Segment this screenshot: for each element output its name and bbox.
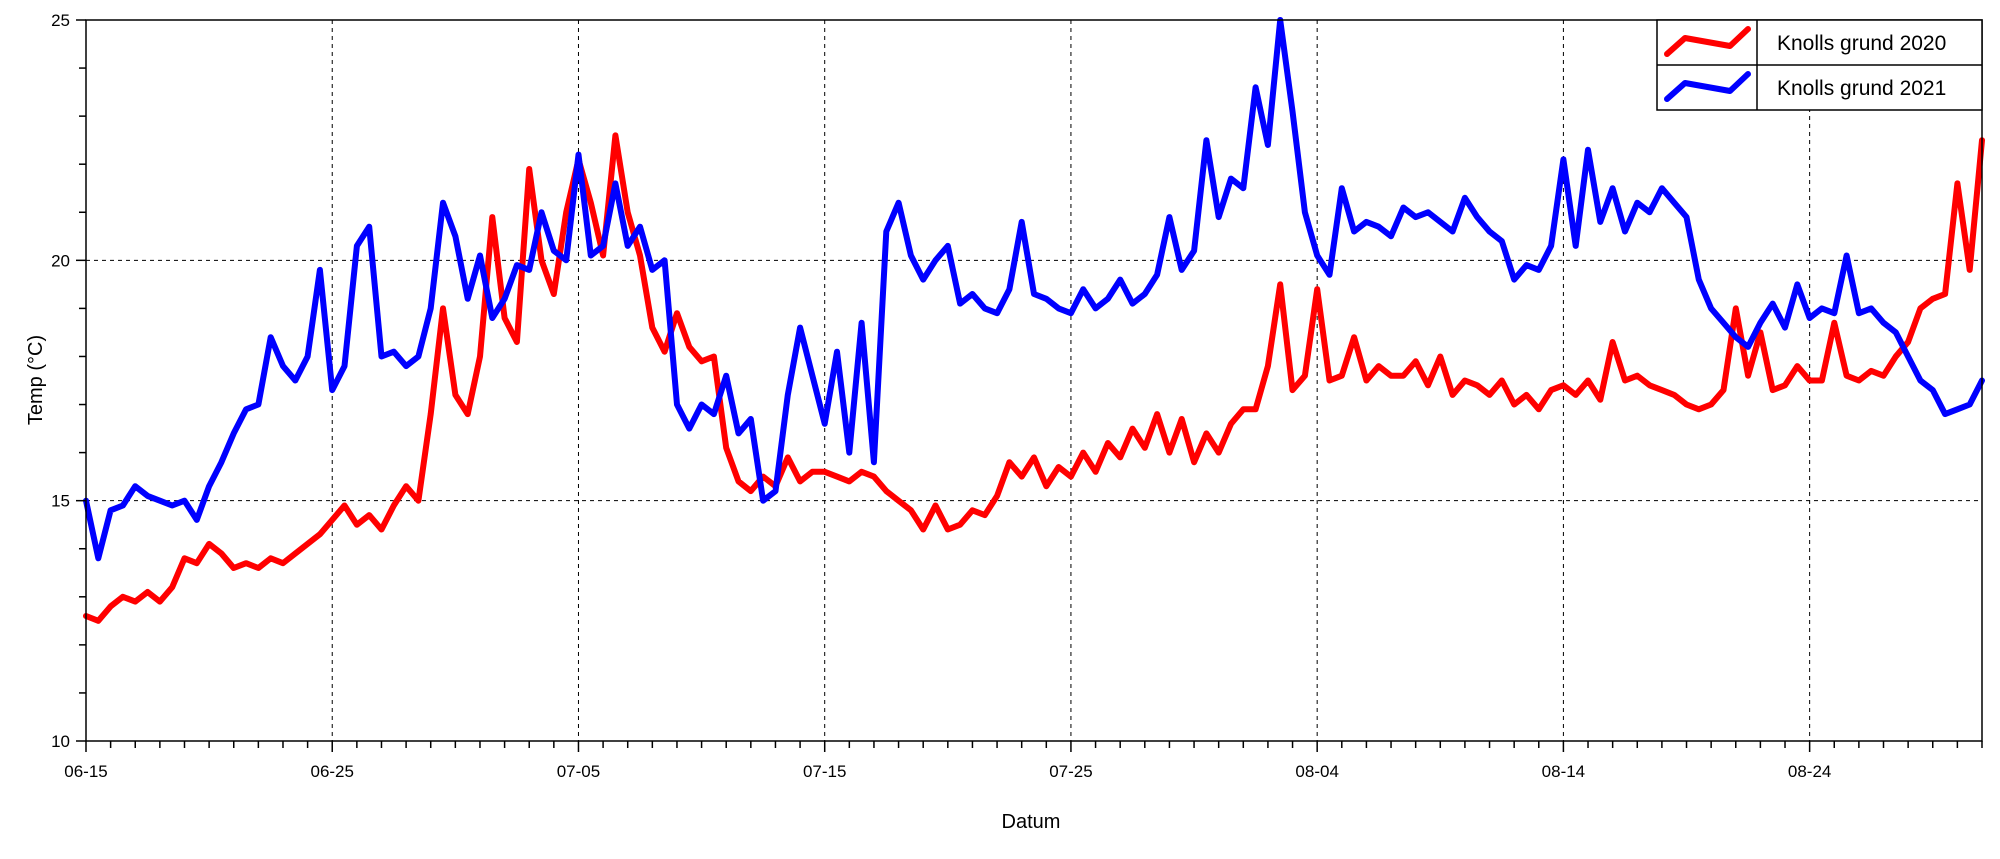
series-line-2020: [83, 132, 1985, 624]
x-tick-label: 08-14: [1542, 762, 1585, 781]
legend-swatch-2021: [1664, 71, 1751, 102]
x-tick-label: 07-25: [1049, 762, 1092, 781]
x-tick-label: 07-15: [803, 762, 846, 781]
series-layer: [83, 17, 1985, 624]
x-axis-title: Datum: [1002, 811, 1061, 833]
x-tick-label: 06-15: [64, 762, 107, 781]
legend-label-2021: Knolls grund 2021: [1777, 77, 1946, 100]
x-tick-label: 06-25: [310, 762, 353, 781]
x-tick-label: 08-24: [1788, 762, 1831, 781]
legend-swatch-2020: [1664, 26, 1751, 57]
series-line-2021: [83, 17, 1985, 562]
legend: Knolls grund 2020 Knolls grund 2021: [1656, 19, 1983, 111]
axis-layer: 10 15 20 25 06-15 06-25 07-05 07-15 07-25 08-04 08…: [51, 11, 1983, 781]
x-tick-label: 07-05: [557, 762, 600, 781]
y-tick-label: 10: [51, 732, 70, 751]
y-tick-label: 15: [51, 492, 70, 511]
y-tick-label: 20: [51, 251, 70, 270]
x-tick-label: 08-04: [1295, 762, 1338, 781]
grid-layer: [86, 20, 1982, 741]
legend-label-2020: Knolls grund 2020: [1777, 32, 1946, 55]
plot-frame: [85, 19, 1983, 742]
y-axis-title: Temp (°C): [25, 335, 47, 425]
y-tick-label: 25: [51, 11, 70, 30]
